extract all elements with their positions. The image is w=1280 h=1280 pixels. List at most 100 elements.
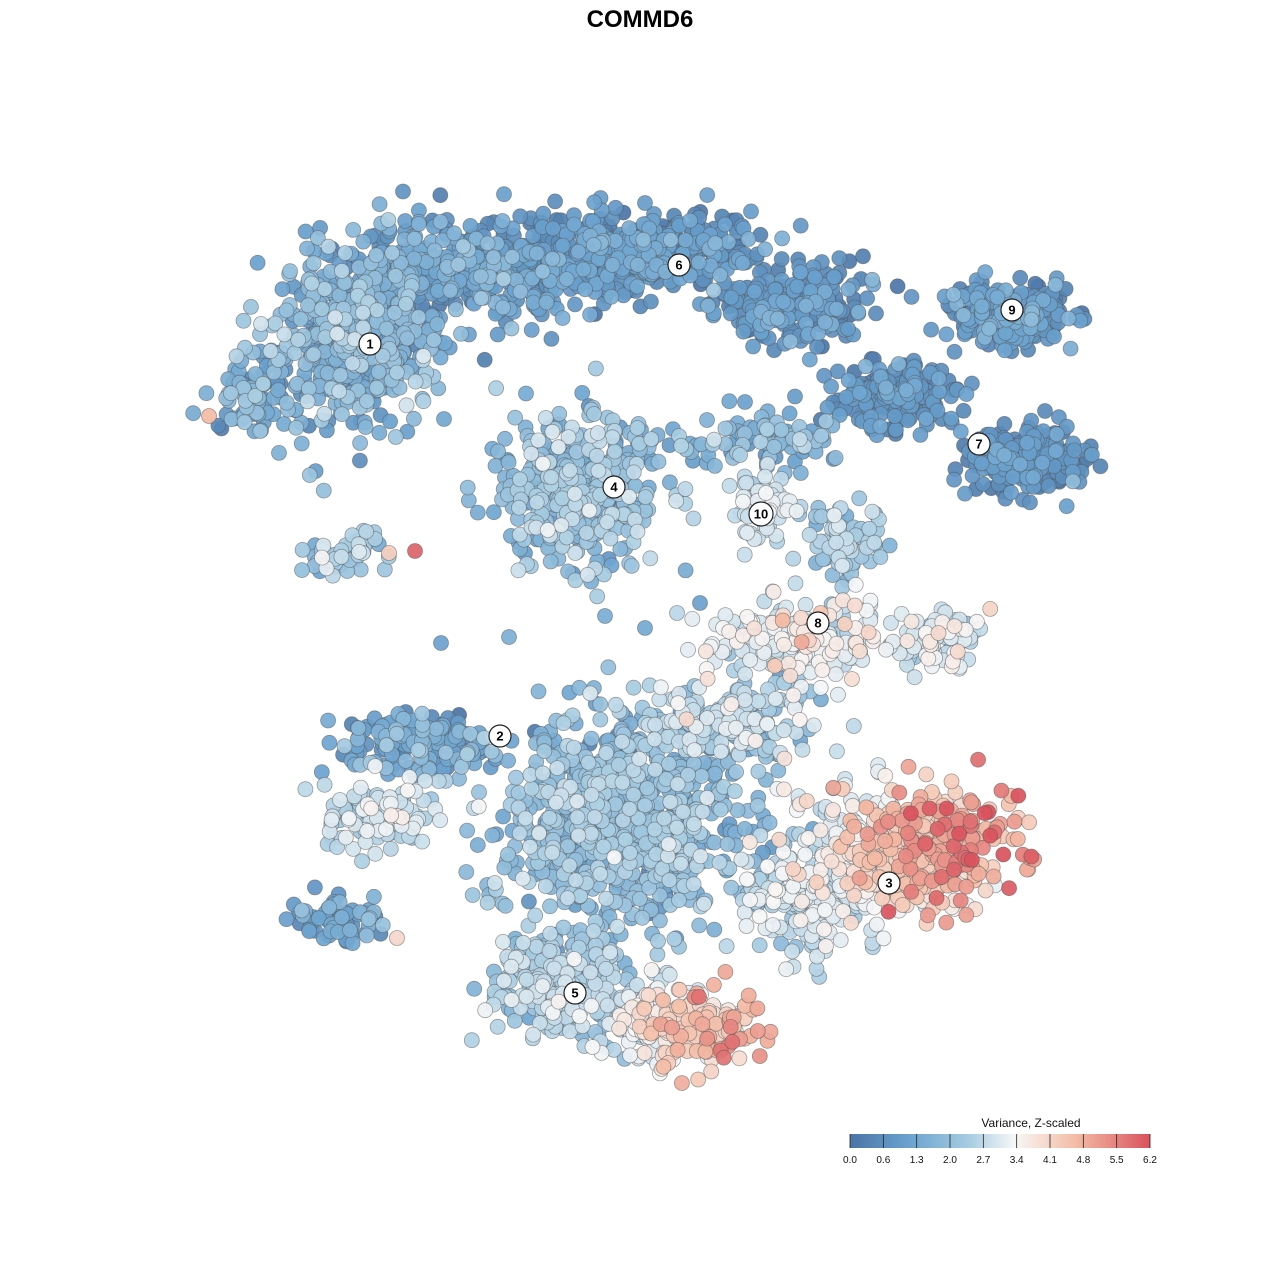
cell-point xyxy=(728,764,744,780)
cell-point xyxy=(547,193,563,210)
cell-point xyxy=(542,898,558,915)
cell-point xyxy=(610,757,627,773)
cell-point xyxy=(938,326,955,343)
cell-point xyxy=(512,471,528,488)
cell-point xyxy=(382,413,399,430)
cell-point xyxy=(637,489,654,506)
cell-point xyxy=(395,183,411,200)
cell-point xyxy=(629,523,646,540)
cell-point xyxy=(872,418,889,435)
cell-point xyxy=(817,314,833,331)
cell-point xyxy=(486,875,503,891)
cell-point xyxy=(471,784,487,801)
cell-point xyxy=(721,393,738,410)
cell-point xyxy=(387,267,404,284)
cell-point xyxy=(718,938,735,955)
cell-point xyxy=(775,722,792,739)
cell-point xyxy=(629,420,646,436)
cell-point xyxy=(590,462,607,479)
cell-point xyxy=(850,304,867,321)
cell-point xyxy=(398,397,415,414)
cell-point xyxy=(737,666,754,682)
cell-point xyxy=(484,827,501,844)
cell-point xyxy=(1025,469,1042,486)
cell-point xyxy=(458,864,475,880)
cell-point xyxy=(996,342,1013,359)
cell-point xyxy=(566,485,583,502)
cell-point xyxy=(428,720,445,737)
cell-point xyxy=(585,237,602,253)
cell-point xyxy=(945,286,962,303)
cell-point xyxy=(426,242,443,259)
cell-point xyxy=(792,264,809,281)
cell-point xyxy=(973,455,990,472)
cell-point xyxy=(828,534,845,551)
cell-point xyxy=(826,269,842,285)
cell-point xyxy=(650,453,667,470)
cell-point xyxy=(305,346,322,363)
cell-point xyxy=(691,917,708,934)
cell-point xyxy=(286,345,303,362)
cell-point xyxy=(600,659,617,676)
cell-point xyxy=(690,254,707,271)
cell-point xyxy=(321,899,338,916)
cell-point xyxy=(541,943,558,959)
cell-point xyxy=(707,765,723,782)
cell-point xyxy=(958,386,975,403)
cell-point xyxy=(495,271,512,288)
cell-point xyxy=(236,414,253,431)
cell-point xyxy=(495,934,511,950)
cell-point xyxy=(534,263,551,280)
cell-point xyxy=(792,465,809,481)
cell-point xyxy=(685,876,702,893)
cell-point xyxy=(766,438,782,455)
cell-point xyxy=(368,379,385,396)
cell-point xyxy=(523,445,540,462)
cell-point xyxy=(333,548,350,565)
cell-point xyxy=(669,776,686,793)
cell-point xyxy=(369,302,386,319)
cell-point xyxy=(315,482,332,499)
cell-point xyxy=(333,909,350,926)
cell-point xyxy=(621,801,638,817)
cell-point xyxy=(675,803,691,820)
cell-point xyxy=(711,854,728,871)
cell-point xyxy=(637,797,653,814)
cell-point xyxy=(647,761,663,778)
cell-point xyxy=(798,297,814,314)
cell-point xyxy=(957,485,973,502)
cell-point xyxy=(316,405,333,422)
cell-point xyxy=(370,364,387,380)
cell-point xyxy=(537,410,554,426)
cell-point xyxy=(565,739,582,756)
cell-point xyxy=(305,255,322,272)
cell-point xyxy=(946,343,963,360)
cell-point xyxy=(185,405,202,422)
cell-point xyxy=(544,250,561,267)
cell-point xyxy=(759,421,775,438)
cell-point xyxy=(989,289,1006,306)
cell-point xyxy=(548,794,564,811)
cell-point xyxy=(554,237,571,254)
cell-point xyxy=(575,261,592,278)
cell-point xyxy=(447,301,464,318)
cell-point xyxy=(608,696,624,713)
chart-title: COMMD6 xyxy=(587,6,694,33)
cell-point xyxy=(726,783,743,800)
cell-point xyxy=(316,776,333,793)
cell-point xyxy=(354,304,371,321)
cell-point xyxy=(432,187,449,204)
cell-point xyxy=(453,325,469,342)
cell-point xyxy=(719,836,736,852)
cell-point xyxy=(851,490,868,507)
cell-point xyxy=(489,1018,506,1035)
cell-point xyxy=(829,743,845,760)
cell-point xyxy=(521,893,537,910)
cell-point xyxy=(661,872,678,889)
cell-point xyxy=(292,311,309,328)
cell-point xyxy=(592,711,609,728)
cell-point xyxy=(476,351,493,368)
cell-point xyxy=(692,595,708,611)
cell-point xyxy=(1040,478,1057,494)
